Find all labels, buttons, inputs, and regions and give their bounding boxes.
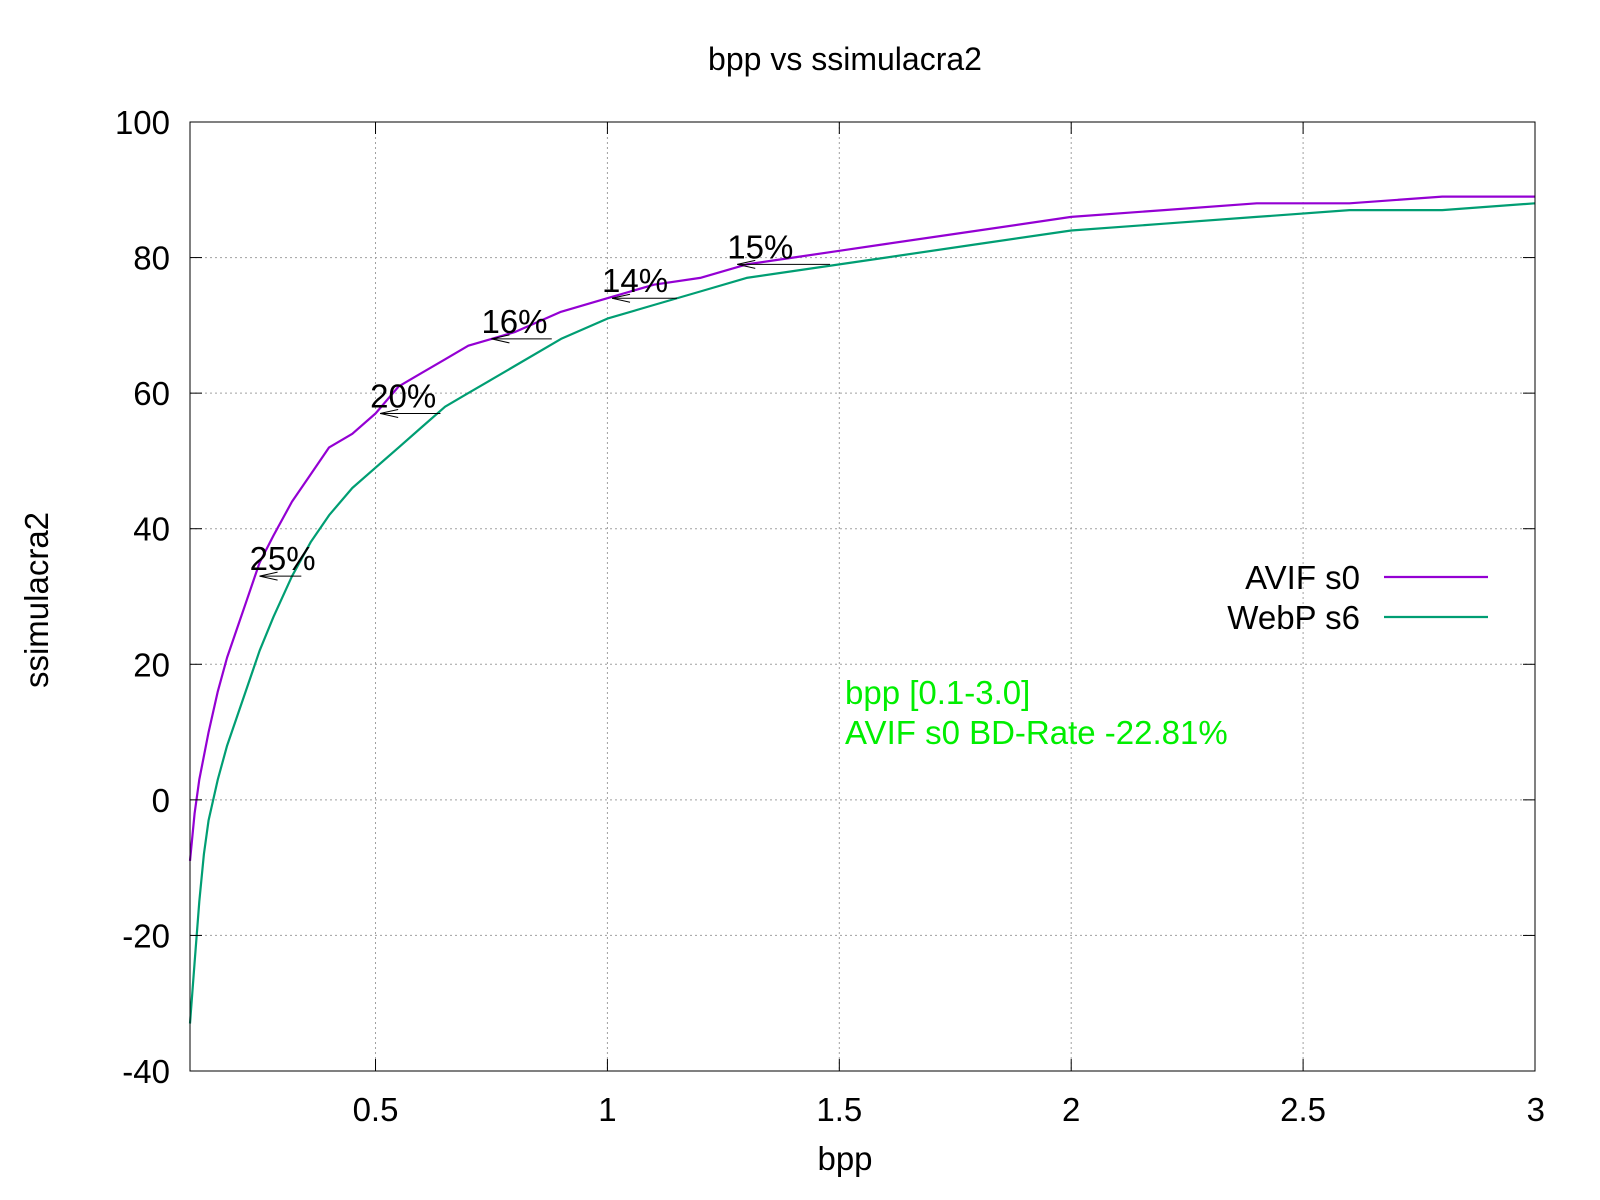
plot-frame	[189, 121, 1536, 1072]
grid	[190, 122, 1535, 1071]
x-axis-title: bpp	[817, 1140, 872, 1177]
x-tick-label: 1	[598, 1091, 616, 1128]
series-line-webp-s6	[188, 202, 1536, 1024]
y-tick-label: -40	[122, 1053, 170, 1090]
y-tick-label: 60	[133, 375, 170, 412]
chart-title: bpp vs ssimulacra2	[708, 41, 982, 77]
y-tick-label: 80	[133, 240, 170, 277]
annotation-arrow: 15%	[727, 228, 831, 269]
annotation-arrow-head	[737, 259, 756, 269]
annotation-arrow: 14%	[602, 262, 677, 303]
x-tick-label: 3	[1527, 1091, 1545, 1128]
x-tick-label: 2.5	[1280, 1091, 1326, 1128]
annotation-label: 25%	[250, 540, 316, 577]
annotation-arrow-head	[491, 334, 510, 344]
x-tick-label: 1.5	[816, 1091, 862, 1128]
y-tick-label: 0	[152, 782, 170, 819]
annotation-label: 15%	[727, 228, 793, 265]
y-tick-label: 40	[133, 511, 170, 548]
y-tick-label: 20	[133, 646, 170, 683]
annotation-arrow-head	[611, 293, 631, 303]
legend-entry: AVIF s0	[1245, 559, 1488, 596]
annotation-label: 16%	[481, 303, 547, 340]
annotation-label: 14%	[602, 262, 668, 299]
annotation-arrow: 16%	[481, 303, 552, 344]
series-line-avif-s0	[188, 195, 1535, 862]
series-layer	[188, 195, 1536, 1024]
y-tick-label: 100	[115, 104, 170, 141]
annotation-arrow-head	[380, 408, 399, 418]
legend-label: WebP s6	[1227, 599, 1360, 636]
y-tick-label: -20	[122, 917, 170, 954]
x-tick-label: 2	[1062, 1091, 1080, 1128]
info-text-range: bpp [0.1-3.0]	[845, 674, 1030, 711]
annotation-arrow: 25%	[250, 540, 316, 581]
ticks: -40 -20 0 20 40 60 80 100 0.5 1 1.5 2 2.5 3	[115, 104, 1545, 1128]
annotations: 25% 20% 16% 14% 15%	[250, 228, 831, 581]
legend-label: AVIF s0	[1245, 559, 1360, 596]
x-tick-label: 0.5	[353, 1091, 399, 1128]
annotation-arrow: 20%	[370, 377, 441, 418]
y-axis-title: ssimulacra2	[18, 512, 55, 688]
info-text-bd-rate: AVIF s0 BD-Rate -22.81%	[845, 714, 1228, 751]
annotation-label: 20%	[370, 377, 436, 414]
legend-entry: WebP s6	[1227, 599, 1488, 636]
annotation-arrow-head	[259, 571, 278, 581]
